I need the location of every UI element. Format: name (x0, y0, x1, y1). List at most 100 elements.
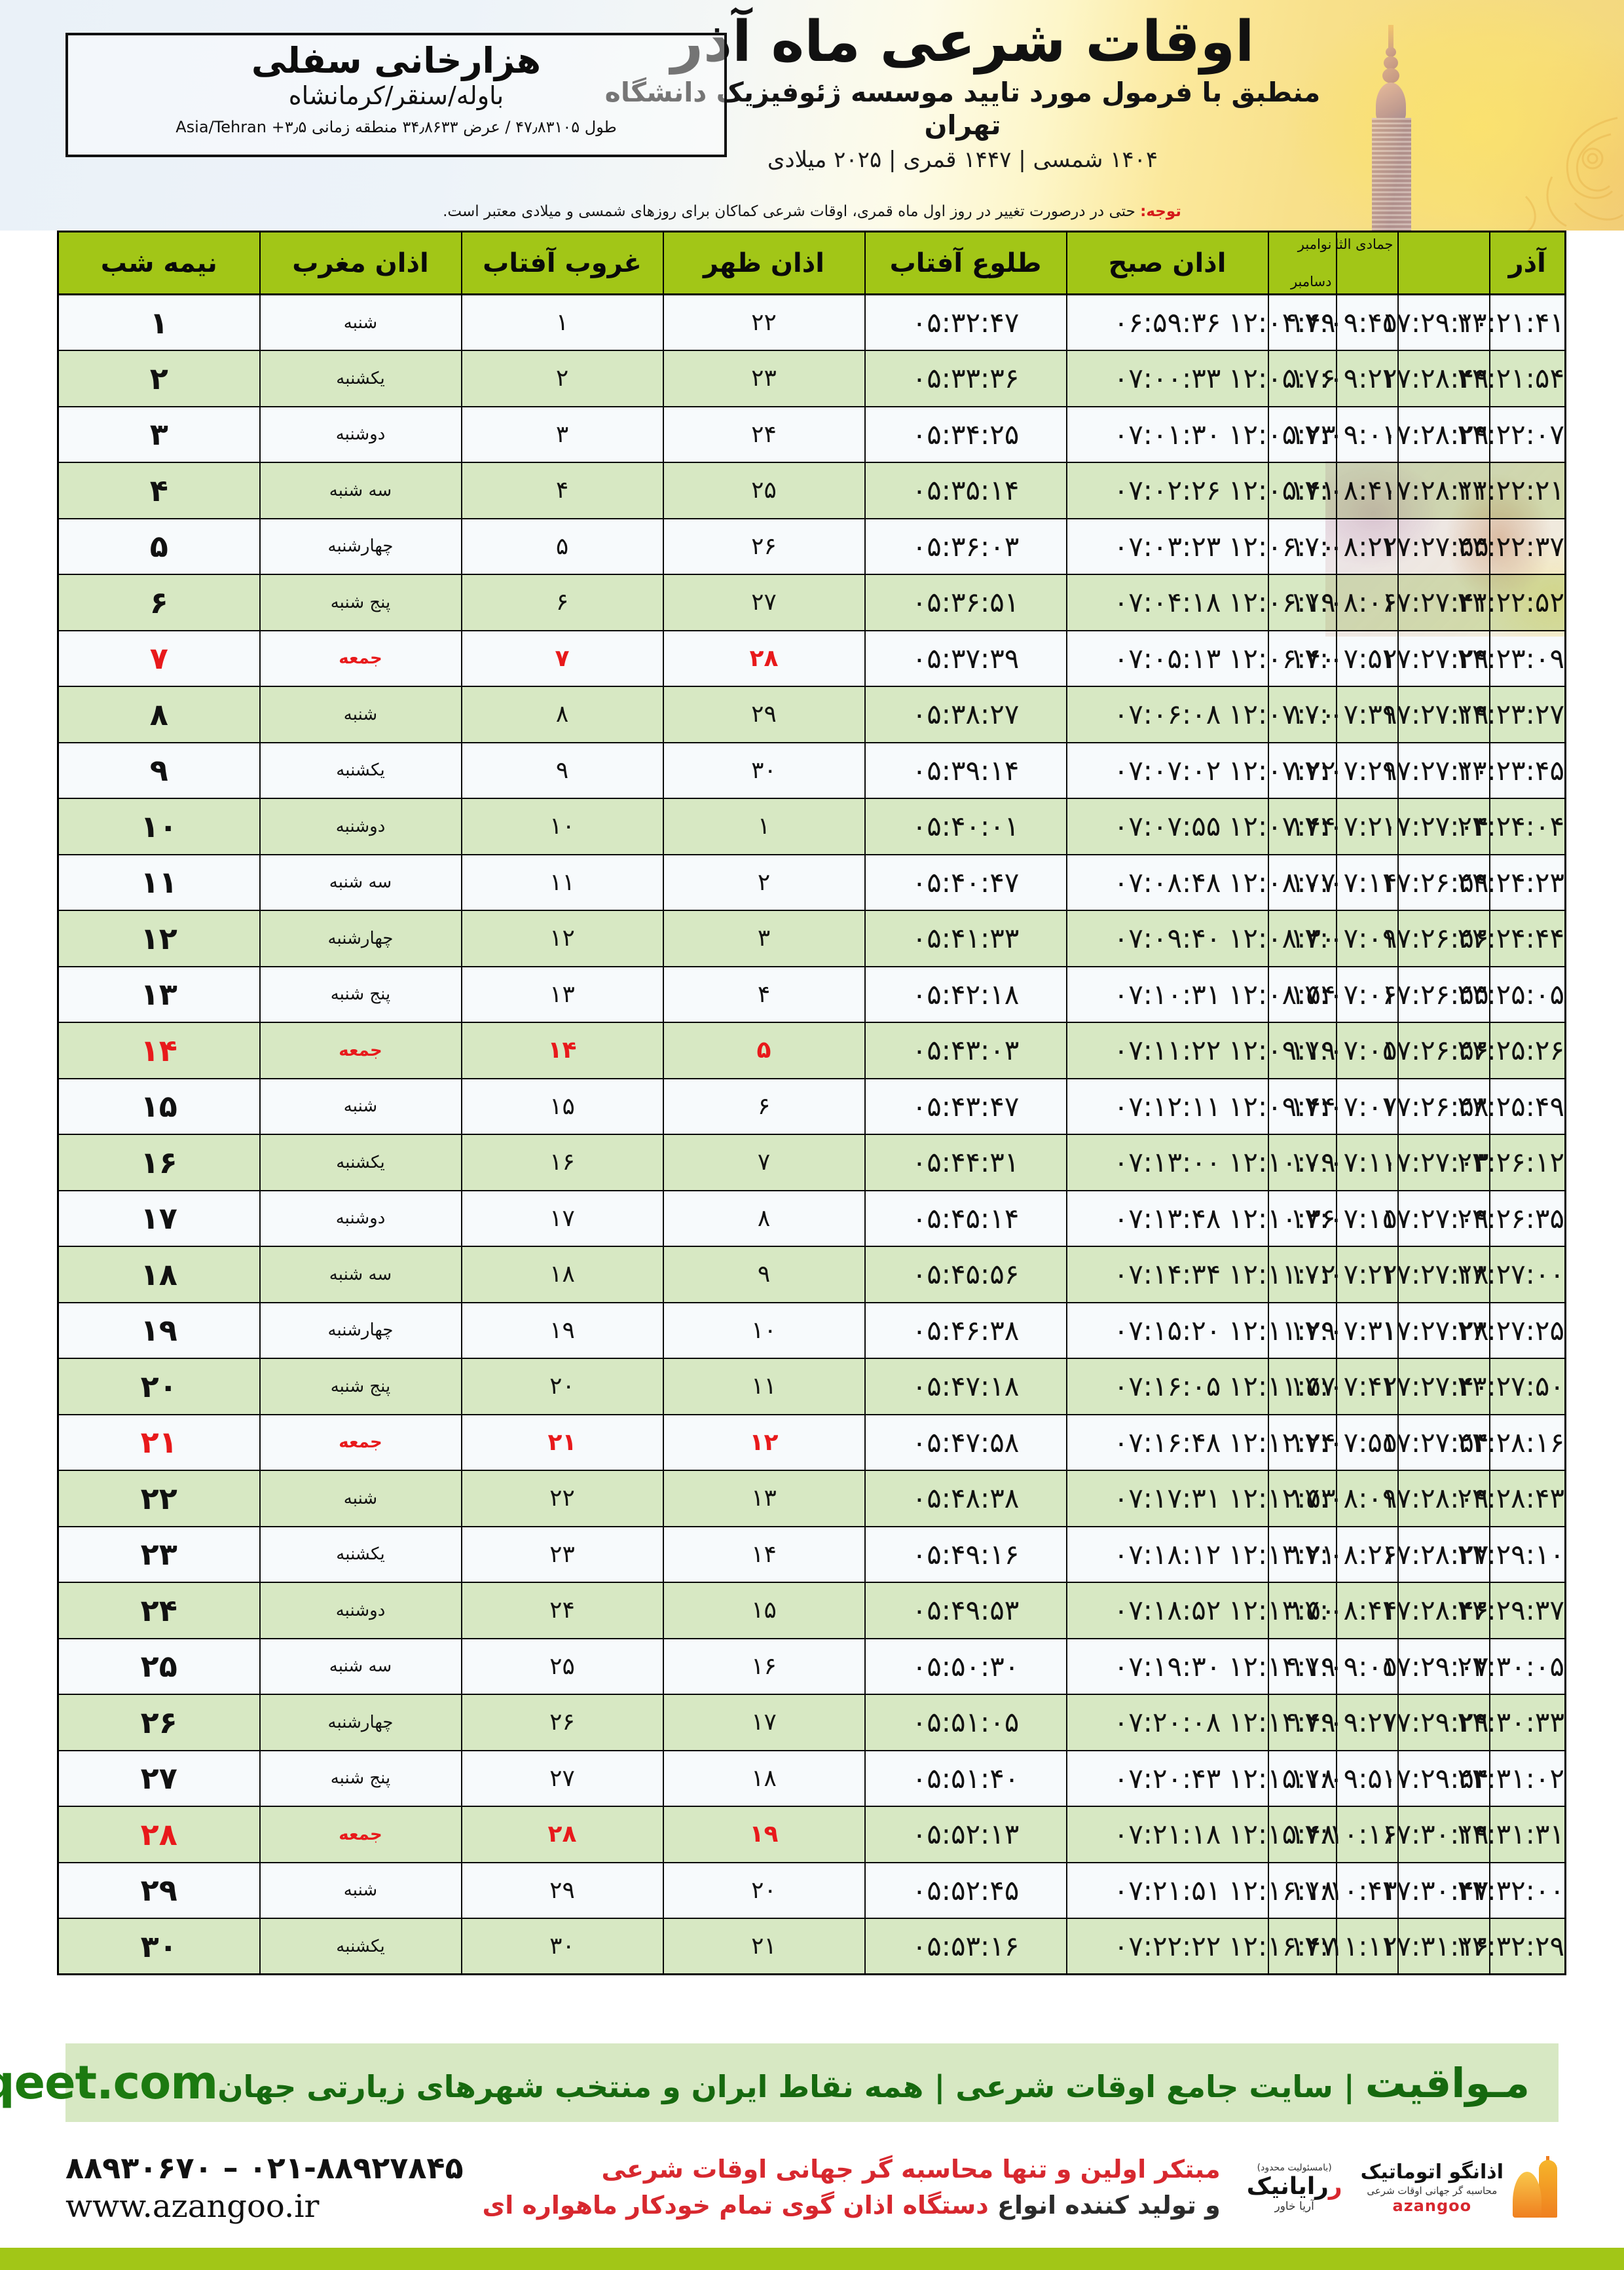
cell-sunset: ۱۷:۰۷:۱۴ (1290, 853, 1399, 911)
cell-midnight: ۲۳:۲۲:۳۷ (1457, 517, 1566, 575)
cell-greg: ۱۹ (662, 1806, 866, 1863)
cell-sunrise: ۰۷:۰۸:۴۸ (1065, 853, 1269, 911)
cell-dhuhr: ۱۲:۱۶:۴۷ (1228, 1918, 1337, 1975)
cell-weekday: شنبه (259, 686, 462, 743)
cell-greg: ۲ (662, 853, 866, 911)
table-row: ۲۳:۲۴:۲۳ ۱۷:۲۶:۵۹ ۱۷:۰۷:۱۴ ۱۲:۰۸:۰۷ ۰۷:۰۸:۴۸… (57, 853, 1566, 911)
note-text: حتی در درصورت تغییر در روز اول ماه قمری،… (443, 203, 1141, 220)
promo-domain-link[interactable]: mavaqeet.com (0, 2056, 218, 2110)
col-header-weekday (1397, 231, 1490, 295)
cell-fajr: ۰۵:۴۰:۰۱ (864, 798, 1067, 855)
cell-hijri: ۳۰ (460, 1918, 664, 1975)
cell-fajr: ۰۵:۳۶:۰۳ (864, 517, 1067, 575)
cell-hijri: ۱۴ (460, 1022, 664, 1079)
cell-hijri: ۱۱ (460, 853, 664, 911)
cell-midnight: ۲۳:۲۶:۱۲ (1457, 1134, 1566, 1191)
col-header-day: آذر (1488, 231, 1566, 295)
cell-hijri: ۲۶ (460, 1694, 664, 1751)
table-row: ۲۳:۳۱:۰۲ ۱۷:۲۹:۵۴ ۱۷:۰۹:۵۰ ۱۲:۱۵:۱۸ ۰۷:۲۰:۴۳… (57, 1749, 1566, 1807)
cell-midnight: ۲۳:۳۰:۰۵ (1457, 1637, 1566, 1695)
cell-day: ۲۲ (57, 1470, 261, 1527)
cell-greg: ۲۲ (662, 293, 866, 351)
cell-dhuhr: ۱۲:۱۰:۰۹ (1228, 1134, 1337, 1191)
cell-weekday: پنج شنبه (259, 1749, 462, 1807)
slogan-line-2-prefix: و تولید کننده انواع (988, 2191, 1221, 2220)
cell-sunset: ۱۷:۰۹:۵۰ (1290, 1749, 1399, 1807)
table-row: ۲۳:۲۶:۱۲ ۱۷:۲۷:۰۳ ۱۷:۰۷:۱۰ ۱۲:۱۰:۰۹ ۰۷:۱۳:۰۰… (57, 1134, 1566, 1191)
cell-maghrib: ۱۷:۲۹:۱۰ (1382, 293, 1490, 351)
slogan-line-1: مبتکر اولین و تنها محاسبه گر جهانی اوقات… (601, 2154, 1221, 2184)
cell-weekday: سه شنبه (259, 1246, 462, 1303)
cell-sunrise: ۰۷:۲۱:۵۱ (1065, 1861, 1269, 1919)
cell-midnight: ۲۳:۲۶:۳۵ (1457, 1189, 1566, 1247)
cell-fajr: ۰۵:۳۳:۳۶ (864, 350, 1067, 407)
cell-day: ۹ (57, 741, 261, 799)
cell-midnight: ۲۳:۳۱:۰۲ (1457, 1749, 1566, 1807)
cell-sunrise: ۰۷:۲۱:۱۸ (1065, 1806, 1269, 1863)
cell-maghrib: ۱۷:۲۷:۱۰ (1382, 741, 1490, 799)
cell-sunrise: ۰۷:۱۹:۳۰ (1065, 1637, 1269, 1695)
col-header-midnight: نیمه شب (57, 231, 261, 295)
cell-maghrib: ۱۷:۲۷:۲۹ (1382, 629, 1490, 687)
cell-hijri: ۱۰ (460, 798, 664, 855)
cell-dhuhr: ۱۲:۰۸:۳۰ (1228, 910, 1337, 967)
cell-greg: ۹ (662, 1246, 866, 1303)
cell-day: ۱۷ (57, 1189, 261, 1247)
table-row: ۲۳:۲۳:۰۹ ۱۷:۲۷:۲۹ ۱۷:۰۷:۵۲ ۱۲:۰۶:۴۰ ۰۷:۰۵:۱۳… (57, 629, 1566, 687)
table-row: ۲۳:۲۵:۰۵ ۱۷:۲۶:۵۵ ۱۷:۰۷:۰۶ ۱۲:۰۸:۵۴ ۰۷:۱۰:۳۱… (57, 965, 1566, 1023)
table-row: ۲۳:۲۸:۱۶ ۱۷:۲۷:۵۴ ۱۷:۰۷:۵۵ ۱۲:۱۲:۲۴ ۰۷:۱۶:۴۸… (57, 1413, 1566, 1471)
table-row: ۲۳:۲۷:۰۰ ۱۷:۲۷:۱۸ ۱۷:۰۷:۲۲ ۱۲:۱۱:۰۲ ۰۷:۱۴:۳۴… (57, 1246, 1566, 1303)
website-link[interactable]: www.azangoo.ir (65, 2188, 320, 2225)
cell-sunset: ۱۷:۰۹:۲۷ (1290, 1694, 1399, 1751)
cell-dhuhr: ۱۲:۰۶:۱۹ (1228, 574, 1337, 631)
cell-weekday: سه شنبه (259, 462, 462, 519)
cell-weekday: سه شنبه (259, 1637, 462, 1695)
cell-fajr: ۰۵:۳۵:۱۴ (864, 462, 1067, 519)
cell-fajr: ۰۵:۴۰:۴۷ (864, 853, 1067, 911)
table-header-row: آذر جمادی الثانی نوامبر دسامبر اذان صبح … (57, 231, 1566, 295)
cell-fajr: ۰۵:۴۱:۳۳ (864, 910, 1067, 967)
cell-day: ۵ (57, 517, 261, 575)
cell-sunrise: ۰۷:۰۶:۰۸ (1065, 686, 1269, 743)
table-row: ۲۳:۲۴:۰۴ ۱۷:۲۷:۰۴ ۱۷:۰۷:۲۰ ۱۲:۰۷:۴۴ ۰۷:۰۷:۵۵… (57, 798, 1566, 855)
cell-hijri: ۱۳ (460, 965, 664, 1023)
cell-sunrise: ۰۷:۱۶:۴۸ (1065, 1413, 1269, 1471)
cell-fajr: ۰۵:۴۷:۵۸ (864, 1413, 1067, 1471)
cell-midnight: ۲۳:۲۷:۲۵ (1457, 1301, 1566, 1359)
cell-midnight: ۲۳:۳۱:۳۱ (1457, 1806, 1566, 1863)
contact-block: ۰۲۱-۸۸۹۲۷۸۴۵ – ۸۸۹۳۰۶۷۰ www.azangoo.ir (65, 2150, 464, 2225)
table-row: ۲۳:۲۷:۲۵ ۱۷:۲۷:۲۸ ۱۷:۰۷:۳۱ ۱۲:۱۱:۲۹ ۰۷:۱۵:۲۰… (57, 1301, 1566, 1359)
cell-greg: ۱۱ (662, 1358, 866, 1415)
cell-maghrib: ۱۷:۲۷:۱۹ (1382, 686, 1490, 743)
cell-maghrib: ۱۷:۲۷:۰۴ (1382, 798, 1490, 855)
cell-midnight: ۲۳:۲۵:۲۶ (1457, 1022, 1566, 1079)
cell-sunset: ۱۷:۰۷:۱۵ (1290, 1189, 1399, 1247)
cell-sunset: ۱۷:۰۷:۰۷ (1290, 1077, 1399, 1135)
cell-sunrise: ۰۷:۰۹:۴۰ (1065, 910, 1269, 967)
cell-sunrise: ۰۷:۱۶:۰۵ (1065, 1358, 1269, 1415)
cell-hijri: ۶ (460, 574, 664, 631)
cell-hijri: ۲۸ (460, 1806, 664, 1863)
cell-greg: ۱۲ (662, 1413, 866, 1471)
cell-hijri: ۱۷ (460, 1189, 664, 1247)
cell-maghrib: ۱۷:۲۷:۵۴ (1382, 1413, 1490, 1471)
cell-greg: ۲۹ (662, 686, 866, 743)
cell-greg: ۶ (662, 1077, 866, 1135)
cell-sunset: ۱۷:۰۹:۲۲ (1290, 350, 1399, 407)
cell-fajr: ۰۵:۳۲:۴۷ (864, 293, 1067, 351)
prayer-times-table: آذر جمادی الثانی نوامبر دسامبر اذان صبح … (57, 231, 1566, 1975)
cell-maghrib: ۱۷:۲۸:۴۹ (1382, 350, 1490, 407)
cell-fajr: ۰۵:۳۹:۱۴ (864, 741, 1067, 799)
cell-day: ۲۶ (57, 1694, 261, 1751)
cell-maghrib: ۱۷:۲۷:۰۳ (1382, 1134, 1490, 1191)
cell-dhuhr: ۱۲:۰۹:۴۴ (1228, 1077, 1337, 1135)
cell-maghrib: ۱۷:۲۷:۲۸ (1382, 1301, 1490, 1359)
cell-sunset: ۱۷:۰۷:۵۵ (1290, 1413, 1399, 1471)
cell-day: ۲۹ (57, 1861, 261, 1919)
cell-maghrib: ۱۷:۲۹:۰۷ (1382, 1637, 1490, 1695)
cell-maghrib: ۱۷:۲۷:۰۹ (1382, 1189, 1490, 1247)
cell-greg: ۱۴ (662, 1525, 866, 1583)
azangoo-title: اذانگو اتوماتیک (1360, 2160, 1504, 2184)
cell-maghrib: ۱۷:۲۸:۲۷ (1382, 1525, 1490, 1583)
cell-greg: ۲۵ (662, 462, 866, 519)
